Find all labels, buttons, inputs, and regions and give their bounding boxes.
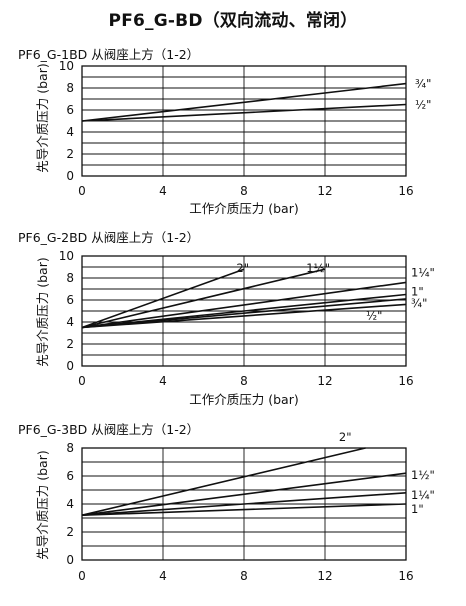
x-tick-label: 8 bbox=[240, 569, 248, 583]
series-label: 1¼" bbox=[411, 265, 435, 279]
y-axis-label: 先导介质压力 (bar) bbox=[35, 450, 50, 559]
chart-3: 0 2 4 6 8 0 4 8 12 16 先导介质压力 (bar) 2" 1½" 1¼"1" bbox=[35, 430, 435, 583]
y-tick-label: 4 bbox=[66, 497, 74, 511]
x-tick-label: 0 bbox=[78, 569, 86, 583]
x-tick-label: 8 bbox=[240, 374, 248, 388]
series-label: 1" bbox=[411, 502, 424, 516]
series-label: ½" bbox=[366, 308, 382, 322]
x-tick-label: 4 bbox=[159, 374, 167, 388]
y-tick-label: 2 bbox=[66, 337, 74, 351]
y-tick-label: 8 bbox=[66, 441, 74, 455]
series-label: 2" bbox=[339, 430, 352, 444]
series-label: ¾" bbox=[411, 296, 427, 310]
series-line bbox=[81, 472, 407, 516]
y-axis-label: 先导介质压力 (bar) bbox=[35, 63, 50, 172]
x-axis-label: 工作介质压力 (bar) bbox=[189, 201, 298, 216]
series-label: 1¼" bbox=[411, 488, 435, 502]
x-tick-label: 4 bbox=[159, 569, 167, 583]
y-tick-label: 0 bbox=[66, 553, 74, 567]
series-label: 1" bbox=[411, 285, 424, 299]
series-line bbox=[81, 447, 366, 516]
x-tick-label: 12 bbox=[317, 569, 332, 583]
x-tick-label: 12 bbox=[317, 374, 332, 388]
series-line bbox=[81, 82, 407, 122]
y-tick-label: 0 bbox=[66, 169, 74, 183]
x-tick-label: 0 bbox=[78, 374, 86, 388]
x-tick-label: 16 bbox=[398, 569, 413, 583]
series-line bbox=[81, 268, 245, 329]
series-label: 2" bbox=[236, 261, 249, 275]
series-label: ½" bbox=[415, 98, 431, 112]
x-axis-label: 工作介质压力 (bar) bbox=[189, 392, 298, 407]
y-tick-label: 8 bbox=[66, 81, 74, 95]
y-tick-label: 2 bbox=[66, 147, 74, 161]
x-tick-label: 4 bbox=[159, 184, 167, 198]
x-tick-label: 8 bbox=[240, 184, 248, 198]
y-tick-label: 6 bbox=[66, 469, 74, 483]
y-axis-label: 先导介质压力 (bar) bbox=[35, 257, 50, 366]
chart-3-subtitle: PF6_G-3BD 从阀座上方（1-2） bbox=[18, 422, 200, 437]
series-line bbox=[81, 103, 407, 122]
y-tick-label: 10 bbox=[59, 59, 74, 73]
page-title: PF6_G-BD（双向流动、常闭） bbox=[108, 11, 358, 31]
series-line bbox=[81, 281, 407, 329]
y-tick-label: 10 bbox=[59, 249, 74, 263]
chart-1: 0 2 4 6 8 10 0 4 8 12 16 工作介质压力 (bar) 先导介质压力 (bar) ¾"… bbox=[35, 59, 431, 216]
y-tick-label: 8 bbox=[66, 271, 74, 285]
series-line bbox=[81, 303, 407, 329]
y-tick-label: 0 bbox=[66, 359, 74, 373]
y-tick-label: 2 bbox=[66, 525, 74, 539]
chart-2-subtitle: PF6_G-2BD 从阀座上方（1-2） bbox=[18, 230, 200, 245]
series-label: 1½" bbox=[306, 261, 330, 275]
x-tick-label: 16 bbox=[398, 184, 413, 198]
series-line bbox=[81, 298, 407, 329]
series-line bbox=[81, 503, 407, 516]
y-tick-label: 4 bbox=[66, 125, 74, 139]
series-label: ¾" bbox=[415, 77, 431, 91]
y-tick-label: 6 bbox=[66, 103, 74, 117]
x-tick-label: 0 bbox=[78, 184, 86, 198]
x-tick-label: 16 bbox=[398, 374, 413, 388]
series-line bbox=[81, 492, 407, 516]
y-tick-label: 6 bbox=[66, 293, 74, 307]
chart-2: 0 2 4 6 8 10 0 4 8 12 16 工作介质压力 (bar) 先导介质压力 (bar) 2"… bbox=[35, 249, 435, 407]
series-label: 1½" bbox=[411, 468, 435, 482]
chart-1-subtitle: PF6_G-1BD 从阀座上方（1-2） bbox=[18, 47, 200, 62]
x-tick-label: 12 bbox=[317, 184, 332, 198]
y-tick-label: 4 bbox=[66, 315, 74, 329]
series-line bbox=[81, 268, 326, 329]
